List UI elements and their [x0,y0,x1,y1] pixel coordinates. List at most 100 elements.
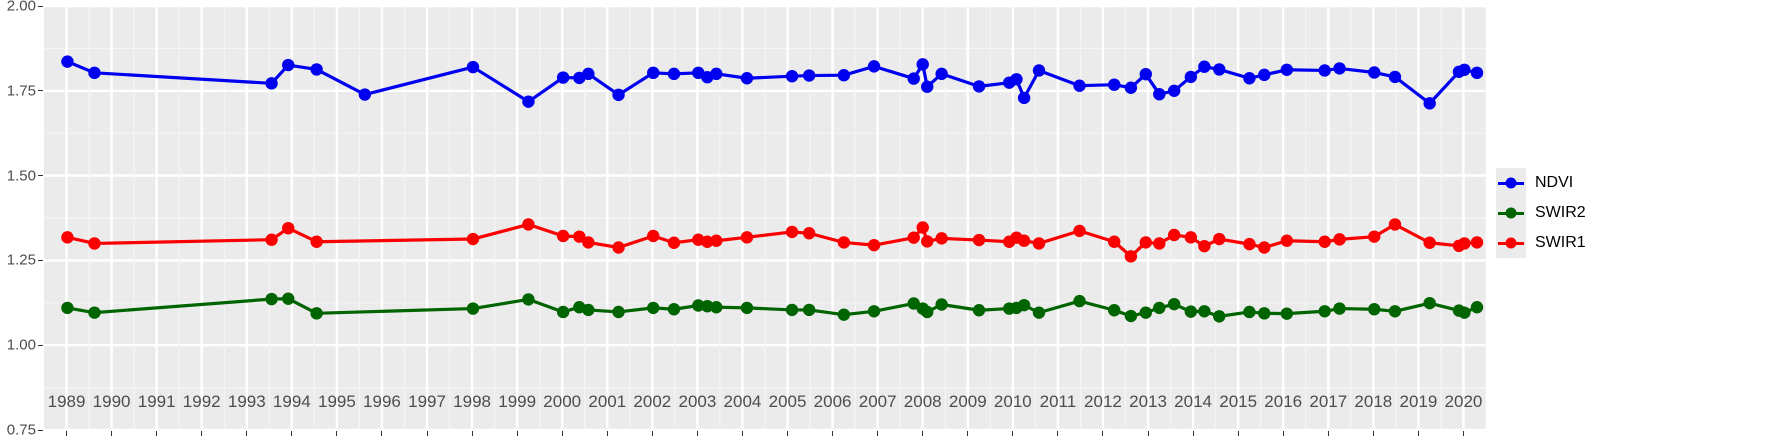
data-point [466,232,480,246]
y-tick-label: 0.75 [6,421,36,439]
data-point [907,231,920,244]
data-point [1213,310,1226,323]
y-tick-mark [38,344,43,346]
x-tick-label: 2009 [948,392,987,411]
y-tick-mark [38,429,43,431]
data-point [1167,84,1181,98]
data-point [1333,233,1346,246]
data-point [907,297,920,310]
data-point [1258,307,1271,320]
data-point [1032,64,1046,77]
x-tick-label: 2003 [678,392,717,411]
data-point [1032,306,1046,319]
data-point [1124,81,1138,94]
data-point [1124,309,1138,323]
data-point [1017,298,1031,312]
x-tick-label: 2018 [1354,392,1393,411]
x-tick-mark [741,431,743,436]
x-tick-label: 1989 [47,392,86,411]
legend-item-swir2[interactable]: SWIR2 [1496,198,1586,228]
data-point [1423,97,1436,110]
x-tick-label: 2004 [723,392,762,411]
data-point [556,71,570,84]
legend: NDVI SWIR2 SWIR1 [1496,168,1586,258]
x-tick-mark [696,431,698,436]
y-tick-label: 1.00 [6,336,36,354]
data-point [1010,73,1023,86]
x-tick-label: 2019 [1399,392,1438,411]
data-point [1243,237,1256,251]
data-point [1423,296,1436,310]
x-tick-label: 1998 [453,392,492,411]
data-point [1458,237,1471,250]
data-point [740,72,754,85]
data-point [1388,218,1402,231]
x-tick-label: 2016 [1264,392,1303,411]
data-point [837,236,851,249]
x-tick-label: 2020 [1444,392,1483,411]
data-point [785,303,799,317]
data-point [1388,70,1402,84]
data-point [88,66,101,80]
x-tick-label: 2011 [1039,392,1077,411]
data-point [1470,66,1484,80]
data-point [1243,305,1256,319]
data-point [667,303,681,316]
data-point [310,235,323,248]
data-point [358,88,372,101]
data-point [1139,236,1152,249]
data-point [1198,305,1211,318]
data-point [740,231,754,244]
data-point [921,80,934,93]
data-point [867,305,881,318]
legend-label: NDVI [1535,174,1574,191]
data-point [1458,63,1471,76]
x-tick-mark [291,431,293,436]
data-point [647,66,660,80]
x-tick-label: 1991 [137,392,176,411]
x-tick-mark [66,431,68,436]
data-point [785,225,799,239]
data-point [1153,237,1166,250]
y-tick-mark [38,90,43,92]
x-tick-mark [246,431,248,436]
x-tick-mark [336,431,338,436]
data-point [1184,305,1198,318]
data-point [837,69,851,82]
legend-item-swir1[interactable]: SWIR1 [1496,228,1586,258]
data-point [1153,301,1166,315]
data-point [1280,234,1294,247]
x-tick-mark [1237,431,1239,436]
data-point [282,221,295,235]
data-point [921,305,934,319]
data-point [61,55,74,68]
plot-panel [44,6,1486,430]
data-point [935,67,948,81]
data-point [837,308,851,321]
x-tick-mark [877,431,879,436]
data-point [1167,228,1181,242]
x-tick-mark [967,431,969,436]
data-point [740,301,754,315]
data-point [1333,302,1346,315]
x-tick-label: 2015 [1219,392,1258,411]
data-point [1258,68,1271,82]
data-point [582,303,595,317]
legend-item-ndvi[interactable]: NDVI [1496,168,1586,198]
data-point [1280,63,1294,76]
x-tick-label: 2000 [543,392,582,411]
data-point [710,301,723,314]
legend-point-icon [1505,237,1517,249]
x-tick-mark [471,431,473,436]
data-point [1280,307,1294,320]
data-point [265,77,278,90]
y-tick-mark [38,5,43,7]
data-point [556,305,570,319]
legend-key-swatch [1496,228,1526,258]
data-point [1213,63,1226,76]
data-point [907,72,920,85]
data-point [921,235,934,248]
x-tick-mark [787,431,789,436]
legend-key-swatch [1496,168,1526,198]
